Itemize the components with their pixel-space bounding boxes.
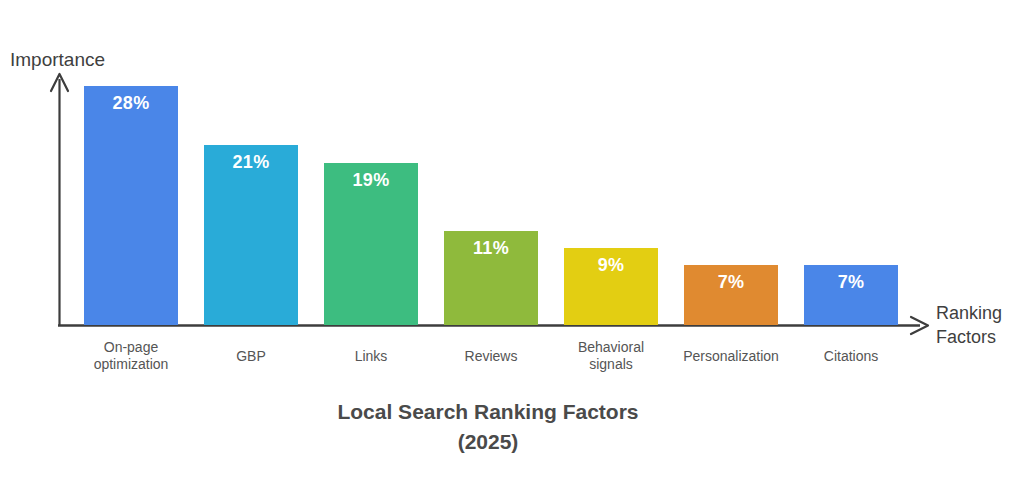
y-axis-title: Importance [10, 49, 105, 71]
category-label-personalization: Personalization [671, 336, 791, 376]
bar-behavioral-signals: 9% [564, 248, 658, 325]
chart-title-line2: (2025) [188, 427, 788, 457]
category-label-links: Links [311, 336, 431, 376]
x-axis-title-line1: Ranking [936, 301, 1002, 325]
bar-value-label: 9% [598, 255, 625, 276]
bar-value-label: 7% [718, 272, 745, 293]
bar-reviews: 11% [444, 231, 538, 325]
category-label-text: GBP [236, 348, 266, 365]
category-label-citations: Citations [791, 336, 911, 376]
category-label-text: Behavioral signals [555, 339, 667, 373]
category-label-text: Personalization [683, 348, 779, 365]
bar-value-label: 19% [353, 170, 390, 191]
category-label-gbp: GBP [191, 336, 311, 376]
category-label-text: Links [355, 348, 388, 365]
bar-value-label: 28% [113, 93, 150, 114]
bar-gbp: 21% [204, 145, 298, 325]
category-label-text: On-page optimization [75, 339, 187, 373]
category-label-text: Reviews [465, 348, 518, 365]
x-axis-title-line2: Factors [936, 325, 1002, 349]
bar-value-label: 7% [838, 272, 865, 293]
bar-links: 19% [324, 163, 418, 325]
bar-chart: Importance Ranking Factors 28% On-page op… [0, 0, 1024, 494]
bar-value-label: 11% [473, 238, 509, 259]
x-axis-title: Ranking Factors [936, 301, 1002, 349]
category-label-reviews: Reviews [431, 336, 551, 376]
bar-citations: 7% [804, 265, 898, 325]
bar-on-page-optimization: 28% [84, 86, 178, 325]
category-label-behavioral-signals: Behavioral signals [551, 336, 671, 376]
chart-title-line1: Local Search Ranking Factors [188, 397, 788, 427]
bar-value-label: 21% [233, 152, 270, 173]
chart-title: Local Search Ranking Factors (2025) [188, 397, 788, 457]
category-label-on-page-optimization: On-page optimization [71, 336, 191, 376]
bar-personalization: 7% [684, 265, 778, 325]
category-label-text: Citations [824, 348, 878, 365]
